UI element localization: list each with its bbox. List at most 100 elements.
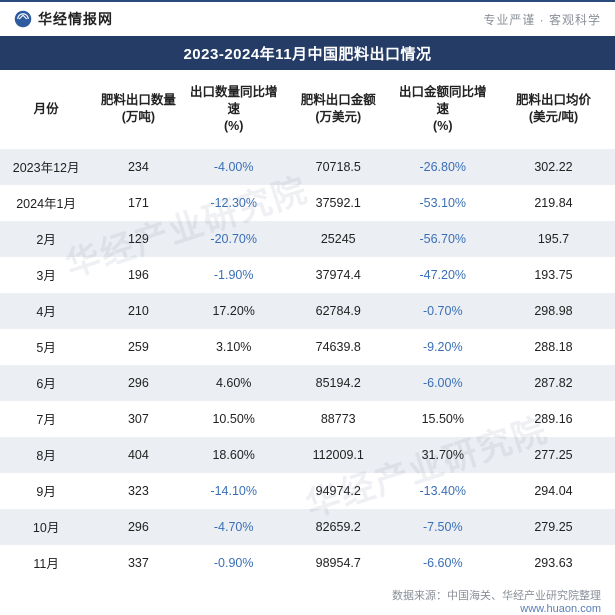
table-cell: 4.60% bbox=[185, 365, 283, 401]
table-cell: -56.70% bbox=[394, 221, 492, 257]
table-cell: 193.75 bbox=[492, 257, 615, 293]
table-cell: -13.40% bbox=[394, 473, 492, 509]
table-row: 8月40418.60%112009.131.70%277.25 bbox=[0, 437, 615, 473]
table-cell: 219.84 bbox=[492, 185, 615, 221]
brand: 华经情报网 bbox=[14, 9, 113, 29]
table-cell: -6.00% bbox=[394, 365, 492, 401]
table-row: 10月296-4.70%82659.2-7.50%279.25 bbox=[0, 509, 615, 545]
table-cell: -9.20% bbox=[394, 329, 492, 365]
table-cell: 74639.8 bbox=[283, 329, 394, 365]
footer-site: www.huaon.com bbox=[520, 603, 601, 615]
table-cell: 171 bbox=[92, 185, 184, 221]
table-cell: 296 bbox=[92, 365, 184, 401]
table-cell: 279.25 bbox=[492, 509, 615, 545]
table-cell: 18.60% bbox=[185, 437, 283, 473]
table-column-header: 月份 bbox=[0, 70, 92, 149]
table-cell: 323 bbox=[92, 473, 184, 509]
table-row: 11月337-0.90%98954.7-6.60%293.63 bbox=[0, 545, 615, 581]
table-cell: 37592.1 bbox=[283, 185, 394, 221]
table-cell: 298.98 bbox=[492, 293, 615, 329]
table-row: 2024年1月171-12.30%37592.1-53.10%219.84 bbox=[0, 185, 615, 221]
table-cell: 307 bbox=[92, 401, 184, 437]
table-row: 2月129-20.70%25245-56.70%195.7 bbox=[0, 221, 615, 257]
table-cell: 2月 bbox=[0, 221, 92, 257]
table-column-header: 肥料出口金额(万美元) bbox=[283, 70, 394, 149]
table-body: 2023年12月234-4.00%70718.5-26.80%302.22202… bbox=[0, 149, 615, 581]
table-header-row: 月份肥料出口数量(万吨)出口数量同比增速(%)肥料出口金额(万美元)出口金额同比… bbox=[0, 70, 615, 149]
table-cell: -0.90% bbox=[185, 545, 283, 581]
topbar: 华经情报网 专业严谨 · 客观科学 bbox=[0, 0, 615, 36]
table-row: 6月2964.60%85194.2-6.00%287.82 bbox=[0, 365, 615, 401]
table-row: 3月196-1.90%37974.4-47.20%193.75 bbox=[0, 257, 615, 293]
table-cell: -47.20% bbox=[394, 257, 492, 293]
table-cell: 10月 bbox=[0, 509, 92, 545]
table-cell: -6.60% bbox=[394, 545, 492, 581]
table-row: 5月2593.10%74639.8-9.20%288.18 bbox=[0, 329, 615, 365]
table-cell: 287.82 bbox=[492, 365, 615, 401]
table-cell: 98954.7 bbox=[283, 545, 394, 581]
table-column-header: 出口数量同比增速(%) bbox=[185, 70, 283, 149]
table-cell: 85194.2 bbox=[283, 365, 394, 401]
table-cell: -26.80% bbox=[394, 149, 492, 185]
brand-name: 华经情报网 bbox=[38, 9, 113, 29]
brand-logo-icon bbox=[14, 10, 32, 28]
table-cell: 82659.2 bbox=[283, 509, 394, 545]
table-cell: 210 bbox=[92, 293, 184, 329]
table-cell: 293.63 bbox=[492, 545, 615, 581]
table-cell: 296 bbox=[92, 509, 184, 545]
table-cell: 195.7 bbox=[492, 221, 615, 257]
table-cell: 129 bbox=[92, 221, 184, 257]
table-cell: 70718.5 bbox=[283, 149, 394, 185]
table-cell: 337 bbox=[92, 545, 184, 581]
table-cell: -12.30% bbox=[185, 185, 283, 221]
table-cell: 6月 bbox=[0, 365, 92, 401]
footer-label: 数据来源： bbox=[392, 590, 447, 602]
table-cell: 10.50% bbox=[185, 401, 283, 437]
table-row: 2023年12月234-4.00%70718.5-26.80%302.22 bbox=[0, 149, 615, 185]
table-cell: 259 bbox=[92, 329, 184, 365]
table-column-header: 肥料出口数量(万吨) bbox=[92, 70, 184, 149]
table-cell: 31.70% bbox=[394, 437, 492, 473]
table-cell: 62784.9 bbox=[283, 293, 394, 329]
table-cell: 288.18 bbox=[492, 329, 615, 365]
table-cell: 7月 bbox=[0, 401, 92, 437]
table-cell: 289.16 bbox=[492, 401, 615, 437]
table-row: 4月21017.20%62784.9-0.70%298.98 bbox=[0, 293, 615, 329]
table-cell: 2024年1月 bbox=[0, 185, 92, 221]
table-row: 9月323-14.10%94974.2-13.40%294.04 bbox=[0, 473, 615, 509]
slogan: 专业严谨 · 客观科学 bbox=[483, 11, 601, 28]
table-cell: -4.00% bbox=[185, 149, 283, 185]
page-title: 2023-2024年11月中国肥料出口情况 bbox=[0, 36, 615, 70]
table-cell: -14.10% bbox=[185, 473, 283, 509]
table-cell: -20.70% bbox=[185, 221, 283, 257]
table-row: 7月30710.50%8877315.50%289.16 bbox=[0, 401, 615, 437]
table-cell: 17.20% bbox=[185, 293, 283, 329]
table-cell: 5月 bbox=[0, 329, 92, 365]
table-cell: 3月 bbox=[0, 257, 92, 293]
table-cell: 234 bbox=[92, 149, 184, 185]
table-cell: 404 bbox=[92, 437, 184, 473]
table-cell: 2023年12月 bbox=[0, 149, 92, 185]
table-cell: 88773 bbox=[283, 401, 394, 437]
footer: 数据来源：中国海关、华经产业研究院整理 www.huaon.com bbox=[0, 581, 615, 615]
table-cell: -0.70% bbox=[394, 293, 492, 329]
table-cell: 3.10% bbox=[185, 329, 283, 365]
table-cell: 11月 bbox=[0, 545, 92, 581]
table-cell: -1.90% bbox=[185, 257, 283, 293]
table-cell: 94974.2 bbox=[283, 473, 394, 509]
table-cell: 294.04 bbox=[492, 473, 615, 509]
table-cell: -7.50% bbox=[394, 509, 492, 545]
footer-source: 中国海关、华经产业研究院整理 bbox=[447, 590, 601, 602]
table-cell: 4月 bbox=[0, 293, 92, 329]
table-cell: 277.25 bbox=[492, 437, 615, 473]
table-cell: 302.22 bbox=[492, 149, 615, 185]
data-table: 月份肥料出口数量(万吨)出口数量同比增速(%)肥料出口金额(万美元)出口金额同比… bbox=[0, 70, 615, 581]
table-cell: 37974.4 bbox=[283, 257, 394, 293]
table-cell: 8月 bbox=[0, 437, 92, 473]
table-cell: 196 bbox=[92, 257, 184, 293]
data-table-wrap: 月份肥料出口数量(万吨)出口数量同比增速(%)肥料出口金额(万美元)出口金额同比… bbox=[0, 70, 615, 581]
table-cell: 15.50% bbox=[394, 401, 492, 437]
table-cell: 9月 bbox=[0, 473, 92, 509]
table-column-header: 肥料出口均价(美元/吨) bbox=[492, 70, 615, 149]
table-cell: -4.70% bbox=[185, 509, 283, 545]
